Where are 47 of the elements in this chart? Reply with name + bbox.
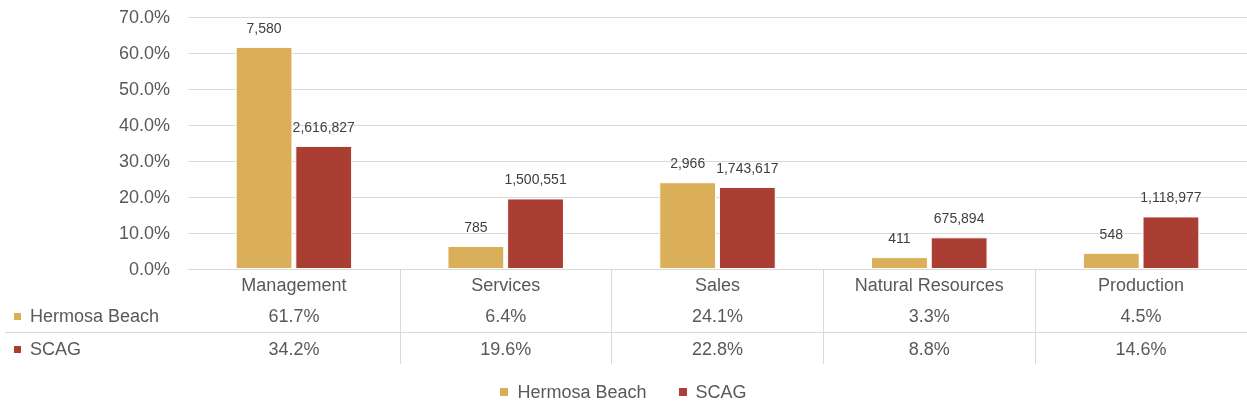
annotation: 675,894 bbox=[933, 210, 985, 227]
bar bbox=[718, 186, 776, 269]
bar bbox=[871, 257, 928, 269]
bar bbox=[507, 198, 564, 269]
annotation: 1,500,551 bbox=[504, 171, 567, 188]
y-tick-label: 10.0% bbox=[118, 223, 170, 243]
y-tick-label: 40.0% bbox=[118, 115, 170, 135]
bar bbox=[1082, 252, 1140, 269]
annotation: 785 bbox=[464, 218, 488, 235]
annotation: 7,580 bbox=[246, 19, 282, 36]
y-tick-label: 50.0% bbox=[118, 79, 170, 99]
data-label: 14.6% bbox=[1115, 338, 1167, 360]
y-tick-label: 70.0% bbox=[118, 7, 170, 27]
annotation: 1,118,977 bbox=[1140, 189, 1202, 206]
x-tick-label: Services bbox=[471, 275, 541, 295]
data-label: 19.6% bbox=[480, 338, 532, 360]
annotation: 2,966 bbox=[670, 155, 706, 172]
y-tick-label: 0.0% bbox=[128, 259, 170, 279]
x-tick-label: Natural Resources bbox=[854, 275, 1004, 295]
annotation: 411 bbox=[888, 230, 911, 247]
data-label: 4.5% bbox=[1120, 305, 1162, 327]
x-tick-label: Management bbox=[241, 275, 347, 295]
annotation: 1,743,617 bbox=[716, 159, 779, 176]
x-tick-label: Production bbox=[1098, 275, 1185, 295]
bar bbox=[659, 182, 717, 269]
data-label: 34.2% bbox=[268, 338, 320, 360]
bar bbox=[930, 237, 988, 269]
data-label: 3.3% bbox=[908, 305, 950, 327]
legend-label: Hermosa Beach bbox=[30, 305, 160, 327]
annotation: 548 bbox=[1099, 225, 1124, 242]
bar bbox=[295, 145, 353, 269]
y-tick-label: 60.0% bbox=[118, 43, 170, 63]
y-tick-label: 20.0% bbox=[118, 187, 170, 207]
text: Hermosa Beach bbox=[517, 381, 647, 402]
data-label: 6.4% bbox=[485, 305, 527, 327]
data-label: 61.7% bbox=[268, 305, 320, 327]
y-tick-label: 30.0% bbox=[118, 151, 170, 171]
bar bbox=[447, 245, 505, 269]
legend-label: SCAG bbox=[695, 381, 747, 403]
data-label: 24.1% bbox=[691, 305, 744, 327]
bar bbox=[235, 46, 293, 269]
data-label: 22.8% bbox=[691, 338, 744, 360]
annotation: 2,616,827 bbox=[292, 118, 356, 135]
data-label: 8.8% bbox=[908, 338, 950, 360]
x-tick-label: Sales bbox=[694, 275, 741, 295]
text: SCAG bbox=[30, 338, 82, 359]
bar bbox=[1142, 216, 1200, 269]
